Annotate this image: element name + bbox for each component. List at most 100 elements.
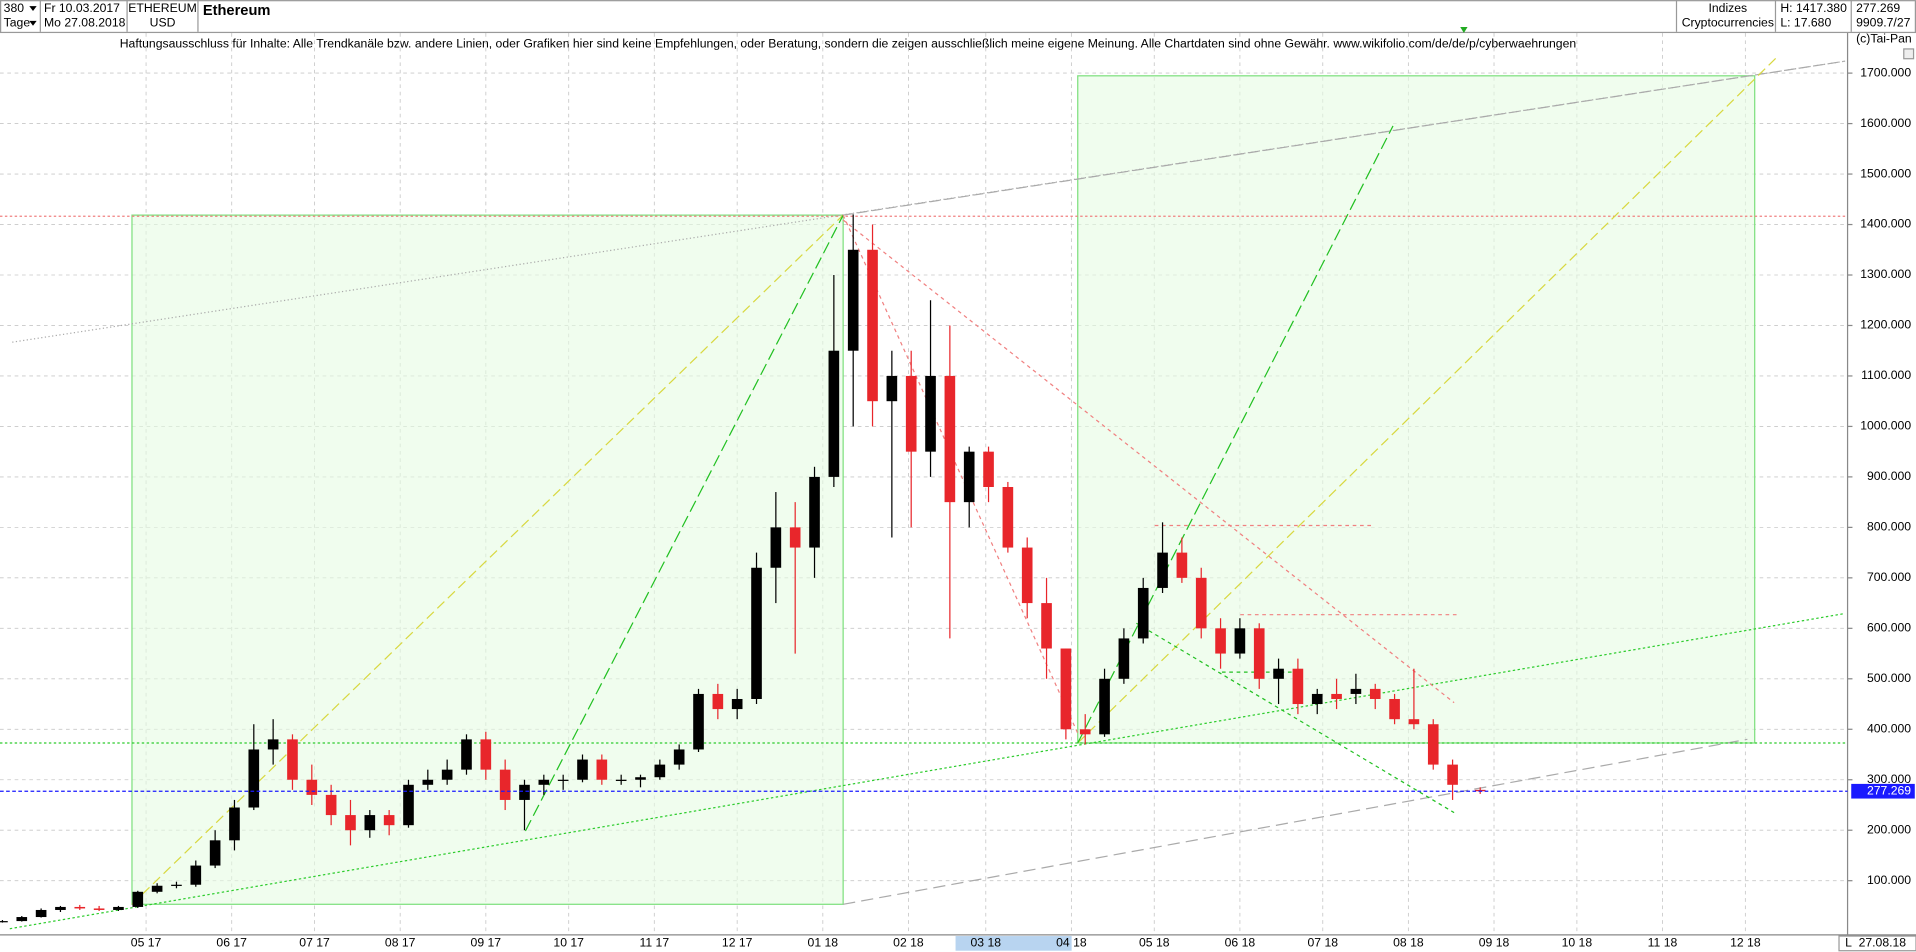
candle-body xyxy=(847,249,859,351)
candle-body xyxy=(1215,628,1226,654)
candle-body xyxy=(461,739,472,770)
copyright: (c)Tai-Pan xyxy=(1856,31,1912,45)
candle-body xyxy=(403,784,414,826)
x-tick-label: 09 17 xyxy=(471,936,502,950)
candle-body xyxy=(944,375,956,503)
dropdown-icon[interactable] xyxy=(29,20,37,26)
candle-body xyxy=(422,779,434,785)
y-tick-label: 900.000 xyxy=(1867,469,1911,483)
x-tick-label: 11 17 xyxy=(639,936,669,950)
scroll-button[interactable] xyxy=(1903,48,1915,60)
trend-line xyxy=(1077,125,1394,744)
group: Indizes xyxy=(1708,1,1747,15)
candle-body xyxy=(209,840,221,866)
candle-body xyxy=(1002,486,1014,548)
candle-body xyxy=(809,476,820,548)
x-tick-label: 04 18 xyxy=(1056,936,1087,950)
candle-body xyxy=(499,769,511,800)
candle-body xyxy=(171,884,182,886)
candle-body xyxy=(1389,698,1400,720)
trend-line xyxy=(9,612,1846,930)
high: H: 1417.380 xyxy=(1780,1,1847,15)
trend-line xyxy=(1136,622,1455,814)
candle-body xyxy=(1292,668,1304,705)
candle-body xyxy=(267,739,279,750)
candle-body xyxy=(151,885,163,892)
scale-mode[interactable]: L xyxy=(1845,936,1852,950)
axis-corner xyxy=(1838,935,1916,952)
candle-body xyxy=(1408,719,1420,725)
candle-body xyxy=(1350,688,1362,694)
candle-body xyxy=(248,749,260,808)
candle-body xyxy=(596,759,608,780)
start-date: Fr 10.03.2017 xyxy=(44,1,120,15)
trend-line xyxy=(842,219,1455,704)
last: 277.269 xyxy=(1856,1,1900,15)
candle-body xyxy=(731,698,743,710)
candle-body xyxy=(983,451,994,487)
x-tick-label: 10 17 xyxy=(553,936,584,950)
trend-line xyxy=(524,214,844,832)
y-tick-label: 700.000 xyxy=(1867,570,1911,584)
x-tick-label: 09 18 xyxy=(1479,936,1510,950)
count[interactable]: 380 xyxy=(4,1,25,15)
candle-body xyxy=(519,784,530,800)
candle-body xyxy=(345,815,356,831)
x-tick-label: 08 18 xyxy=(1393,936,1424,950)
x-tick-label: 06 17 xyxy=(216,936,247,950)
candle-body xyxy=(712,693,724,710)
candle-body xyxy=(287,739,298,780)
x-tick-label: 12 17 xyxy=(722,936,753,950)
y-tick-label: 1400.000 xyxy=(1860,217,1911,231)
candle-body xyxy=(1273,668,1284,679)
candle-body xyxy=(654,764,666,778)
extra: 9909.7/27 xyxy=(1856,15,1911,29)
candle-body xyxy=(1021,547,1033,604)
y-tick-label: 300.000 xyxy=(1867,772,1911,786)
candle-body xyxy=(886,375,898,402)
header-frame xyxy=(0,0,1916,34)
candle-body xyxy=(325,794,337,816)
candle-body xyxy=(789,527,801,548)
x-tick-label: 12 18 xyxy=(1730,936,1761,950)
candle-body xyxy=(132,891,144,907)
trend-line xyxy=(1077,54,1780,744)
period[interactable]: Tage xyxy=(4,15,31,29)
y-tick-label: 1500.000 xyxy=(1860,166,1911,180)
candle-body xyxy=(364,815,376,831)
candle-body xyxy=(55,906,66,910)
analysis-box xyxy=(1077,75,1756,744)
candle-body xyxy=(905,375,917,452)
candle-body xyxy=(1331,693,1342,699)
candle-body xyxy=(635,777,646,780)
candle-body xyxy=(1157,552,1168,588)
candle-body xyxy=(693,693,704,750)
x-tick-label: 03 18 xyxy=(971,936,1002,950)
candle-body xyxy=(1060,648,1072,730)
candle-body xyxy=(306,779,318,795)
candle-body xyxy=(1474,789,1486,792)
x-tick-label: 01 18 xyxy=(808,936,839,950)
y-tick-label: 1100.000 xyxy=(1861,368,1911,382)
x-tick-label: 07 18 xyxy=(1307,936,1338,950)
trend-line xyxy=(843,60,1846,216)
trend-line xyxy=(843,738,1748,905)
x-tick-label: 05 18 xyxy=(1139,936,1170,950)
y-tick-label: 1000.000 xyxy=(1860,419,1911,433)
dropdown-icon[interactable] xyxy=(29,6,37,12)
marker xyxy=(1460,26,1468,34)
y-tick-label: 100.000 xyxy=(1867,873,1911,887)
candles xyxy=(0,214,1486,923)
candle-body xyxy=(577,759,588,780)
candle-body xyxy=(1234,628,1246,654)
candle-body xyxy=(1369,688,1381,699)
candle-body xyxy=(963,451,975,503)
subgroup: Cryptocurrencies xyxy=(1682,15,1774,29)
y-tick-label: 200.000 xyxy=(1867,822,1911,836)
x-tick-label: 07 17 xyxy=(299,936,330,950)
candle-body xyxy=(441,769,453,780)
y-tick-label: 400.000 xyxy=(1867,721,1911,735)
candle-body xyxy=(480,739,492,770)
candle-body xyxy=(1137,587,1149,639)
x-tick-label: 08 17 xyxy=(385,936,416,950)
